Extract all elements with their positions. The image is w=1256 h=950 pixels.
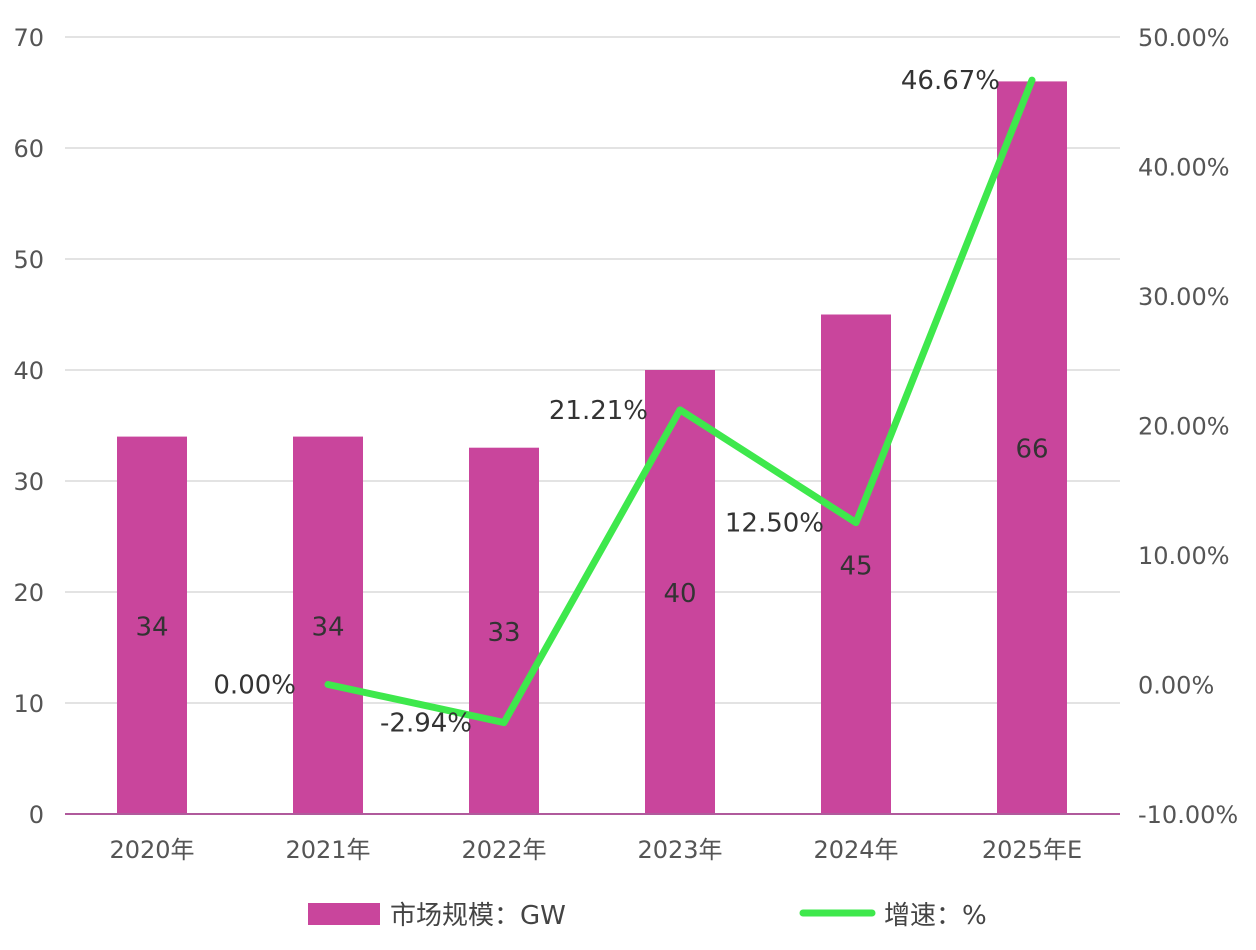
- legend-label-bar: 市场规模：GW: [390, 901, 566, 931]
- left-axis-tick: 50: [13, 246, 44, 274]
- right-axis-tick: 0.00%: [1138, 672, 1214, 700]
- legend-label-line: 增速：%: [884, 901, 987, 931]
- x-axis-tick: 2025年E: [982, 836, 1082, 864]
- left-axis-tick: 10: [13, 690, 44, 718]
- bar-data-label: 34: [135, 612, 168, 642]
- bar-data-label: 34: [311, 612, 344, 642]
- left-axis-tick: 0: [29, 801, 44, 829]
- right-axis-tick: 30.00%: [1138, 283, 1230, 311]
- right-axis-tick: 10.00%: [1138, 542, 1230, 570]
- x-axis-tick: 2020年: [109, 836, 194, 864]
- right-axis-tick: 20.00%: [1138, 413, 1230, 441]
- left-axis-tick: 20: [13, 579, 44, 607]
- bar-data-label: 45: [839, 551, 872, 581]
- left-axis-tick: 40: [13, 357, 44, 385]
- line-data-label: 46.67%: [901, 66, 1000, 96]
- left-axis-tick: 60: [13, 135, 44, 163]
- bar-data-label: 66: [1015, 435, 1048, 465]
- right-axis-tick: 40.00%: [1138, 154, 1230, 182]
- legend-swatch-bar: [308, 903, 380, 925]
- x-axis-tick: 2022年: [461, 836, 546, 864]
- x-axis-tick: 2023年: [637, 836, 722, 864]
- right-axis-tick: -10.00%: [1138, 801, 1238, 829]
- line-data-label: 12.50%: [725, 509, 824, 539]
- left-axis-tick: 30: [13, 468, 44, 496]
- line-data-label: 0.00%: [213, 671, 296, 701]
- x-axis-tick: 2021年: [285, 836, 370, 864]
- right-axis-tick: 50.00%: [1138, 24, 1230, 52]
- bar-data-label: 33: [487, 618, 520, 648]
- bar-data-label: 40: [663, 579, 696, 609]
- line-data-label: 21.21%: [549, 396, 648, 426]
- line-data-label: -2.94%: [380, 709, 472, 739]
- left-axis-tick: 70: [13, 24, 44, 52]
- x-axis-tick: 2024年: [813, 836, 898, 864]
